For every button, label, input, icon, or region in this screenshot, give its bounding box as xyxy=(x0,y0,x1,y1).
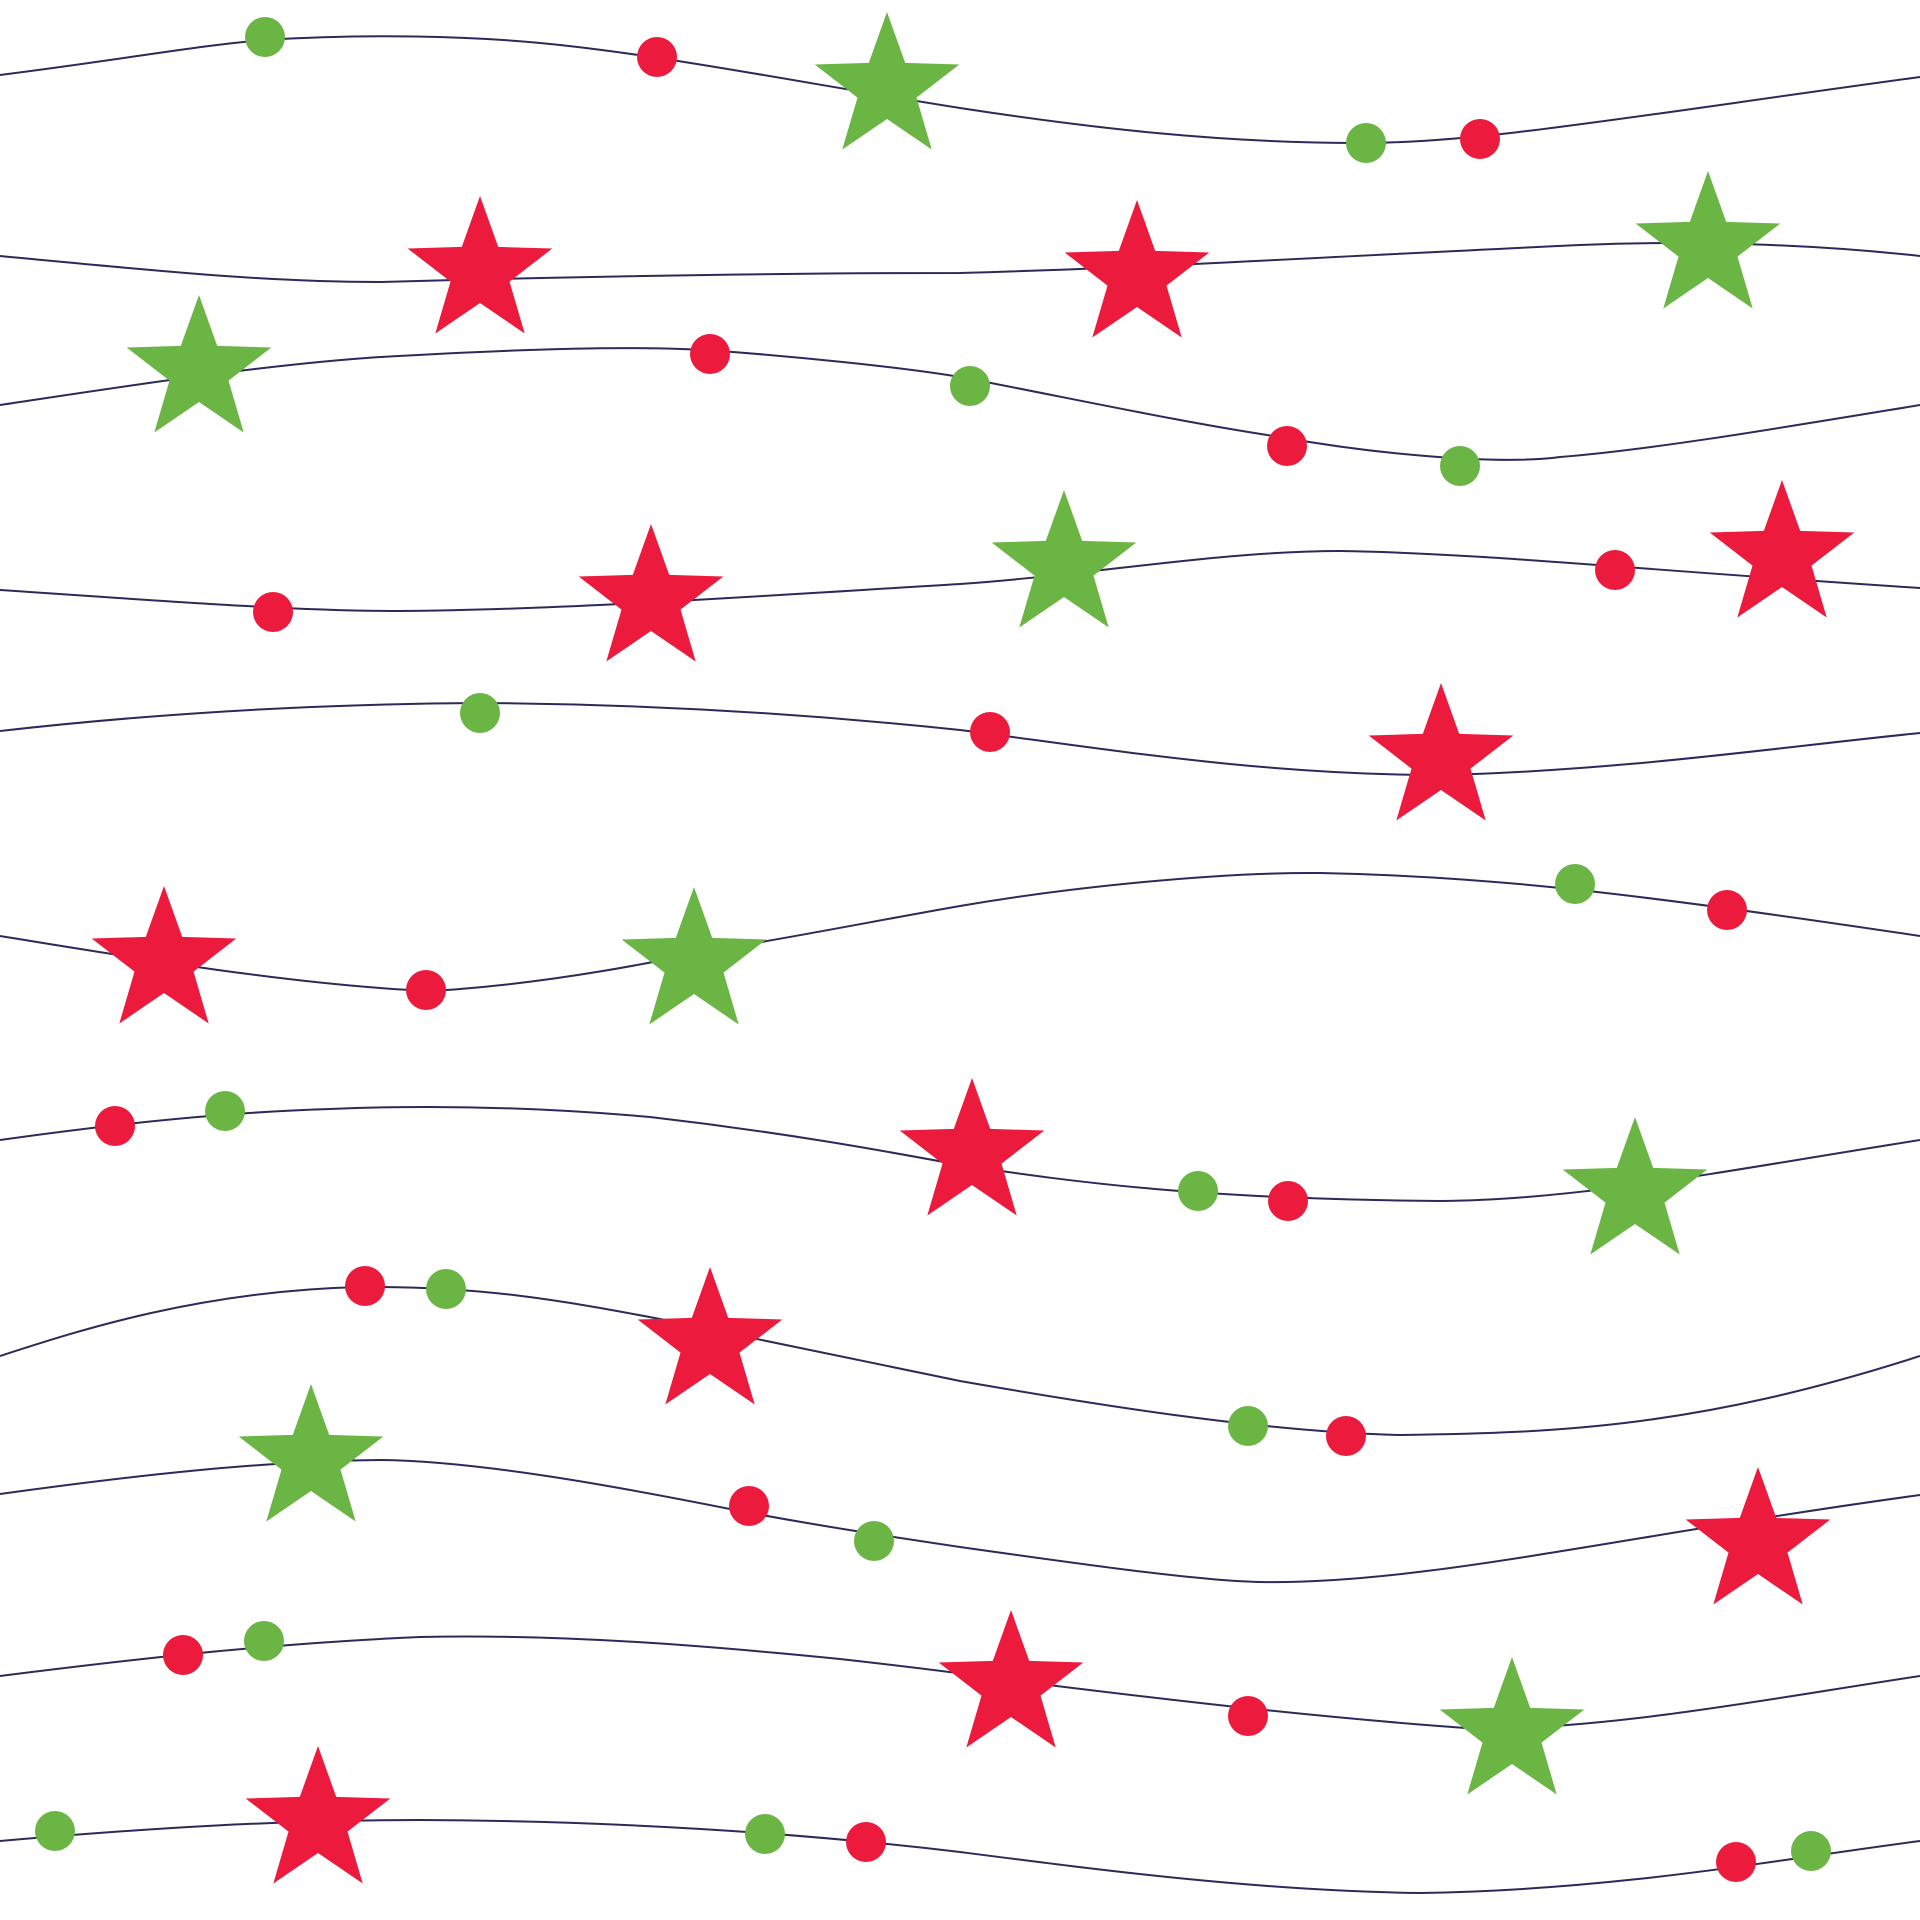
red-star-icon xyxy=(91,886,237,1024)
green-bead-icon xyxy=(1791,1831,1831,1871)
green-bead-icon xyxy=(745,1814,785,1854)
red-bead-icon xyxy=(1267,426,1307,466)
green-bead-icon xyxy=(205,1091,245,1131)
green-bead-icon xyxy=(854,1521,894,1561)
red-bead-icon xyxy=(729,1486,769,1526)
green-star-icon xyxy=(621,887,767,1025)
green-star-icon xyxy=(1635,171,1781,309)
red-bead-icon xyxy=(1460,119,1500,159)
red-bead-icon xyxy=(1228,1696,1268,1736)
red-bead-icon xyxy=(637,37,677,77)
green-bead-icon xyxy=(426,1269,466,1309)
green-star-icon xyxy=(126,295,272,433)
red-star-icon xyxy=(578,524,724,662)
green-bead-icon xyxy=(1228,1406,1268,1446)
red-bead-icon xyxy=(970,712,1010,752)
red-bead-icon xyxy=(345,1266,385,1306)
red-bead-icon xyxy=(163,1635,203,1675)
green-star-icon xyxy=(1562,1117,1708,1255)
red-bead-icon xyxy=(1707,890,1747,930)
red-bead-icon xyxy=(846,1822,886,1862)
garland-string xyxy=(0,549,1920,613)
red-bead-icon xyxy=(406,970,446,1010)
garland-string xyxy=(0,871,1920,992)
red-star-icon xyxy=(1685,1467,1831,1605)
green-bead-icon xyxy=(1178,1171,1218,1211)
red-bead-icon xyxy=(253,592,293,632)
green-bead-icon xyxy=(950,366,990,406)
garland-string xyxy=(0,1635,1920,1731)
garland-string xyxy=(0,1285,1920,1437)
green-star-icon xyxy=(991,490,1137,628)
garland-string xyxy=(0,1105,1920,1203)
green-star-icon xyxy=(238,1384,384,1522)
red-star-icon xyxy=(245,1746,391,1884)
red-star-icon xyxy=(938,1610,1084,1748)
green-bead-icon xyxy=(1346,123,1386,163)
green-star-icon xyxy=(1439,1657,1585,1795)
red-star-icon xyxy=(1368,683,1514,821)
red-bead-icon xyxy=(690,334,730,374)
garland-string xyxy=(0,701,1920,777)
green-bead-icon xyxy=(245,17,285,57)
red-star-icon xyxy=(899,1078,1045,1216)
green-bead-icon xyxy=(460,693,500,733)
green-bead-icon xyxy=(244,1621,284,1661)
green-bead-icon xyxy=(1440,446,1480,486)
red-bead-icon xyxy=(1326,1416,1366,1456)
red-bead-icon xyxy=(1595,550,1635,590)
red-star-icon xyxy=(637,1267,783,1405)
red-bead-icon xyxy=(1268,1181,1308,1221)
green-star-icon xyxy=(814,12,960,150)
green-bead-icon xyxy=(35,1811,75,1851)
garland-string xyxy=(0,242,1920,284)
red-star-icon xyxy=(1709,480,1855,618)
garland-ornaments xyxy=(35,12,1855,1884)
red-star-icon xyxy=(1064,200,1210,338)
red-bead-icon xyxy=(1716,1842,1756,1882)
green-bead-icon xyxy=(1555,864,1595,904)
red-bead-icon xyxy=(95,1106,135,1146)
red-star-icon xyxy=(407,196,553,334)
